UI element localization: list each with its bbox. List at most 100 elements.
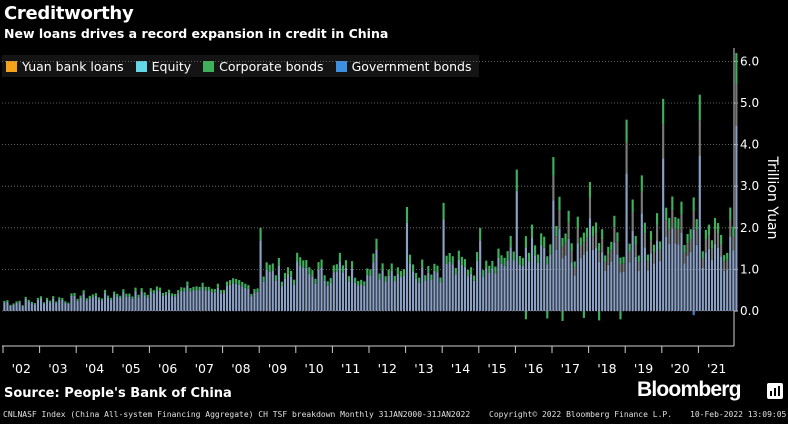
- bar-yuan-bank-loans: [469, 273, 473, 311]
- bar-yuan-bank-loans: [268, 271, 271, 311]
- bar-corporate-bonds: [671, 196, 674, 211]
- bar-yuan-bank-loans: [314, 283, 317, 311]
- bar-yuan-bank-loans: [588, 218, 592, 311]
- bar-corporate-bonds: [100, 298, 104, 301]
- bar-corporate-bonds: [311, 270, 314, 277]
- bar-yuan-bank-loans: [567, 238, 570, 311]
- bar-corporate-bonds: [591, 226, 595, 237]
- bar-yuan-bank-loans: [601, 252, 604, 311]
- bar-corporate-bonds: [354, 277, 357, 283]
- bar-corporate-bonds: [265, 262, 268, 270]
- bar-yuan-bank-loans: [280, 286, 283, 311]
- chart-subtitle: New loans drives a record expansion in c…: [4, 26, 389, 41]
- bar-corporate-bonds: [683, 245, 686, 253]
- bar-corporate-bonds: [717, 222, 720, 234]
- bar-yuan-bank-loans: [308, 273, 311, 311]
- bar-corporate-bonds: [33, 303, 36, 305]
- bar-yuan-bank-loans: [363, 285, 366, 311]
- bar-government-bonds: [729, 219, 732, 237]
- bar-corporate-bonds: [570, 243, 573, 252]
- bar-corporate-bonds: [88, 295, 91, 299]
- bar-corporate-bonds: [229, 280, 232, 285]
- bar-yuan-bank-loans: [515, 190, 518, 311]
- bar-government-bonds: [573, 267, 576, 276]
- footer-series-info: CNLNASF Index (China All-system Financin…: [3, 410, 471, 419]
- bar-yuan-bank-loans: [445, 263, 448, 311]
- bar-yuan-bank-loans: [662, 158, 665, 311]
- bar-corporate-bonds: [646, 254, 649, 262]
- bar-yuan-bank-loans: [235, 283, 238, 311]
- bar-corporate-bonds: [293, 279, 296, 285]
- bar-corporate-bonds: [42, 302, 46, 304]
- bar-government-bonds: [595, 233, 598, 248]
- bar-yuan-bank-loans: [357, 285, 360, 311]
- bar-corporate-bonds: [302, 260, 305, 268]
- bar-government-bonds: [698, 120, 701, 156]
- bar-yuan-bank-loans: [286, 273, 290, 311]
- bar-yuan-bank-loans: [646, 270, 649, 311]
- bar-yuan-bank-loans: [94, 295, 97, 311]
- bar-corporate-bonds: [668, 217, 671, 230]
- bar-yuan-bank-loans: [161, 295, 165, 311]
- bar-government-bonds: [555, 236, 558, 250]
- bar-corporate-bonds: [622, 256, 625, 264]
- bar-corporate-bonds: [677, 218, 680, 230]
- bar-corporate-bonds: [134, 287, 137, 292]
- y-tick-label: 5.0: [740, 96, 759, 110]
- bar-corporate-bonds: [24, 296, 27, 299]
- bar-yuan-bank-loans: [436, 272, 439, 311]
- bar-corporate-bonds-negative: [619, 311, 622, 320]
- bar-corporate-bonds: [573, 261, 576, 268]
- bar-corporate-bonds: [637, 255, 640, 263]
- bar-yuan-bank-loans: [210, 292, 213, 311]
- bar-government-bonds: [720, 244, 723, 257]
- bar-yuan-bank-loans: [720, 256, 723, 311]
- bar-yuan-bank-loans: [448, 261, 451, 311]
- bar-yuan-bank-loans: [543, 247, 546, 311]
- bar-yuan-bank-loans: [49, 302, 52, 311]
- bar-corporate-bonds: [283, 272, 287, 279]
- bar-yuan-bank-loans: [128, 296, 131, 311]
- x-tick-label: '14: [451, 361, 470, 376]
- bar-corporate-bonds: [164, 292, 168, 295]
- bar-corporate-bonds: [393, 275, 396, 282]
- bar-corporate-bonds: [18, 300, 21, 303]
- bar-corporate-bonds: [713, 218, 717, 230]
- bar-corporate-bonds: [561, 238, 564, 247]
- bar-corporate-bonds: [305, 260, 308, 268]
- bar-corporate-bonds: [146, 294, 149, 298]
- bar-yuan-bank-loans: [100, 300, 104, 311]
- bar-corporate-bonds: [485, 260, 488, 269]
- bar-corporate-bonds: [244, 283, 247, 288]
- bar-corporate-bonds: [152, 290, 155, 294]
- bar-yuan-bank-loans: [360, 284, 363, 311]
- bar-corporate-bonds: [396, 267, 399, 274]
- bar-corporate-bonds: [555, 225, 558, 237]
- bar-yuan-bank-loans: [506, 260, 509, 311]
- bar-yuan-bank-loans: [649, 253, 653, 311]
- bar-government-bonds: [692, 211, 695, 230]
- bar-corporate-bonds: [442, 202, 445, 220]
- bar-corporate-bonds: [131, 296, 134, 299]
- bar-government-bonds: [732, 236, 735, 251]
- bar-corporate-bonds: [58, 297, 61, 300]
- bar-corporate-bonds: [6, 300, 9, 302]
- bar-yuan-bank-loans: [656, 240, 659, 311]
- bar-corporate-bonds: [674, 217, 677, 229]
- bar-yuan-bank-loans: [396, 273, 399, 311]
- bar-yuan-bank-loans: [222, 293, 226, 311]
- bar-yuan-bank-loans: [192, 290, 195, 311]
- bar-yuan-bank-loans: [433, 270, 436, 311]
- bar-yuan-bank-loans: [415, 278, 418, 311]
- bar-yuan-bank-loans: [6, 301, 9, 311]
- bar-yuan-bank-loans: [494, 273, 497, 311]
- bar-yuan-bank-loans: [229, 284, 232, 311]
- bar-yuan-bank-loans: [668, 244, 671, 311]
- bar-yuan-bank-loans: [390, 270, 393, 311]
- bar-government-bonds: [717, 233, 720, 248]
- legend-label-yuan-bank-loans: Yuan bank loans: [22, 58, 124, 74]
- bar-corporate-bonds: [662, 98, 665, 125]
- bar-yuan-bank-loans: [33, 304, 36, 311]
- bar-yuan-bank-loans: [442, 219, 445, 311]
